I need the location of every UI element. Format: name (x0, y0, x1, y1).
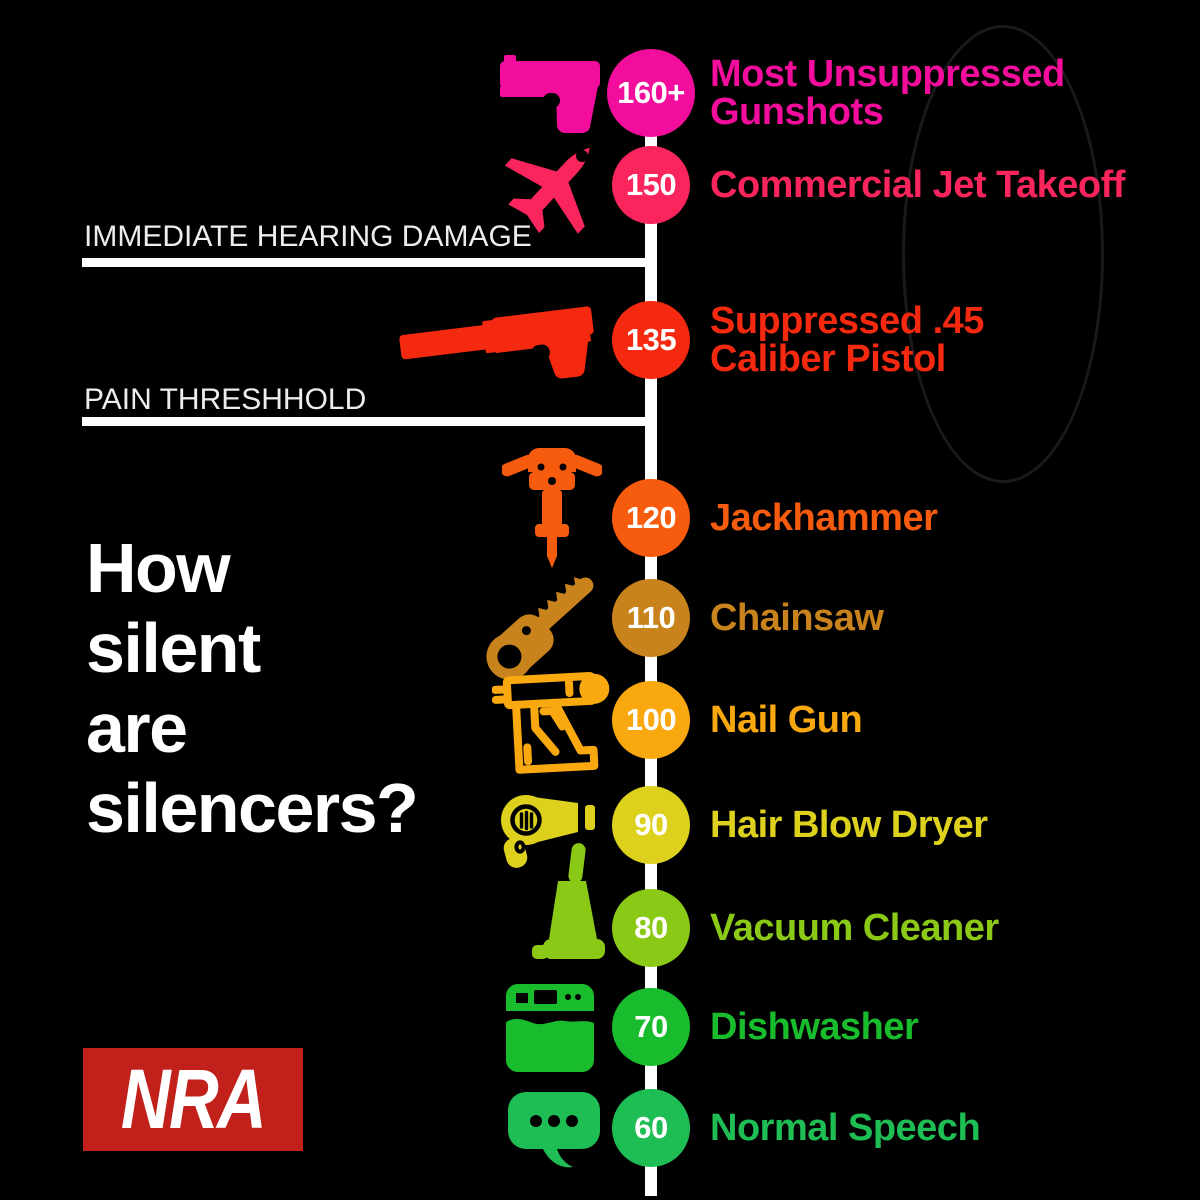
decorative-ellipse (902, 25, 1104, 483)
db-label: Vacuum Cleaner (710, 907, 999, 949)
hair-dryer-icon (500, 790, 600, 870)
db-circle: 110 (612, 579, 690, 657)
db-circle: 160+ (607, 49, 695, 137)
page-title-line: silent (86, 609, 261, 687)
page-title: How silent are silencers? (86, 528, 419, 848)
page-title-line: are (86, 689, 188, 767)
nra-logo: NRA (83, 1048, 303, 1151)
db-label: Normal Speech (710, 1107, 981, 1149)
db-value: 80 (634, 910, 668, 945)
threshold-label-hearing-damage: IMMEDIATE HEARING DAMAGE (84, 220, 532, 253)
db-circle: 60 (612, 1089, 690, 1167)
db-value: 120 (625, 500, 677, 535)
db-label: Commercial Jet Takeoff (710, 164, 1125, 206)
threshold-line-pain (82, 417, 648, 426)
db-circle: 70 (612, 988, 690, 1066)
db-value: 70 (634, 1009, 668, 1044)
dishwasher-icon (506, 984, 594, 1072)
db-circle: 100 (612, 681, 690, 759)
db-label: Dishwasher (710, 1006, 919, 1048)
db-label: Nail Gun (710, 699, 863, 741)
db-label: Most Unsuppressed Gunshots (710, 53, 1065, 133)
db-value: 100 (625, 702, 677, 737)
db-label: Suppressed .45 Caliber Pistol (710, 300, 984, 380)
db-label: Chainsaw (710, 597, 884, 639)
vacuum-cleaner-icon (518, 843, 610, 975)
db-value: 110 (626, 600, 676, 635)
nail-gun-icon (492, 666, 612, 778)
db-circle: 150 (612, 146, 690, 224)
nra-logo-text: NRA (120, 1052, 267, 1146)
db-value: 90 (634, 807, 668, 842)
db-circle: 80 (612, 889, 690, 967)
jackhammer-icon (502, 446, 602, 568)
db-circle: 120 (612, 479, 690, 557)
pistol-icon (498, 52, 602, 134)
page-title-line: silencers? (86, 769, 419, 847)
speech-bubble-icon (506, 1090, 602, 1172)
db-label: Hair Blow Dryer (710, 804, 988, 846)
suppressed-pistol-icon (398, 294, 598, 388)
db-label: Jackhammer (710, 497, 938, 539)
db-value: 60 (634, 1110, 668, 1145)
db-value: 160+ (617, 75, 685, 110)
db-circle: 90 (612, 786, 690, 864)
db-circle: 135 (612, 301, 690, 379)
db-value: 150 (625, 167, 677, 202)
page-title-line: How (86, 529, 231, 607)
jet-plane-icon (500, 136, 610, 234)
threshold-label-pain: PAIN THRESHHOLD (84, 383, 367, 416)
db-value: 135 (625, 322, 677, 357)
threshold-line-hearing-damage (82, 258, 648, 267)
chainsaw-icon (484, 554, 614, 682)
